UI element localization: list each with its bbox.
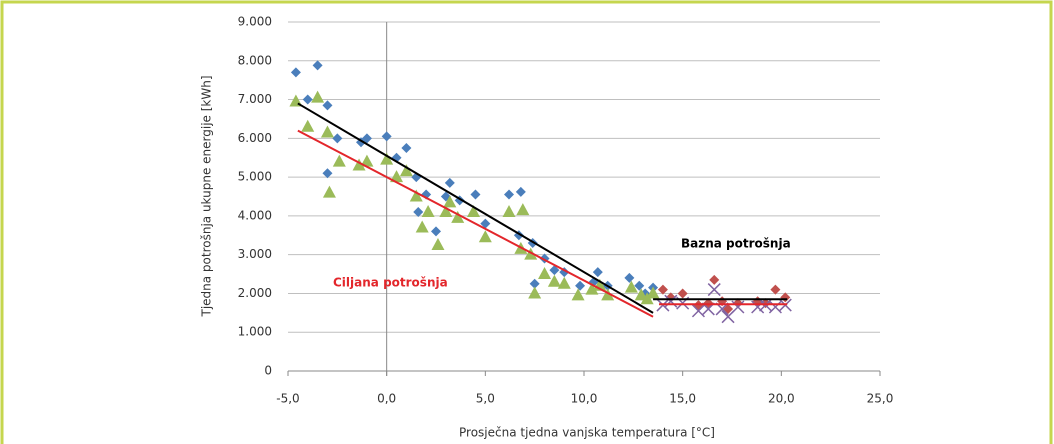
point: [290, 67, 301, 78]
y-tick-label: 6.000: [238, 131, 272, 145]
point: [439, 205, 453, 218]
point: [431, 226, 441, 237]
trend-line: [297, 102, 654, 314]
point: [380, 152, 394, 165]
point: [415, 220, 429, 233]
point: [504, 189, 515, 200]
point: [731, 300, 745, 314]
point: [451, 210, 465, 223]
point: [302, 94, 313, 105]
y-tick-label: 1.000: [238, 325, 272, 339]
y-tick-label: 7.000: [238, 92, 272, 106]
point: [515, 186, 526, 197]
point: [624, 272, 635, 283]
y-tick-label: 2.000: [238, 286, 272, 300]
point: [381, 131, 392, 142]
point: [502, 205, 516, 218]
point: [390, 170, 404, 183]
point: [478, 230, 492, 243]
point: [634, 280, 645, 291]
point: [601, 288, 615, 301]
x-tick-label: -5,0: [276, 392, 299, 406]
x-tick-label: 20,0: [768, 392, 795, 406]
point: [322, 168, 333, 179]
point: [538, 267, 552, 280]
point: [528, 286, 542, 299]
point: [399, 164, 413, 177]
point: [585, 282, 599, 295]
point: [516, 203, 530, 216]
x-tick-label: 10,0: [571, 392, 598, 406]
point: [677, 288, 688, 299]
point: [332, 154, 346, 167]
point: [657, 284, 668, 295]
annotation: Bazna potrošnja: [681, 237, 791, 251]
point: [557, 276, 571, 289]
y-axis-label: Tjedna potrošnja ukupne energije [kWh]: [200, 75, 214, 317]
point: [431, 237, 445, 250]
point: [592, 267, 603, 278]
point: [624, 280, 638, 293]
point: [547, 274, 561, 287]
x-axis-label: Prosječna tjedna vanjska temperatura [°C…: [459, 426, 715, 440]
point: [770, 284, 781, 295]
point: [332, 133, 343, 144]
annotation: Ciljana potrošnja: [333, 276, 448, 290]
point: [646, 286, 660, 299]
x-tick-label: 25,0: [867, 392, 894, 406]
y-tick-label: 8.000: [238, 53, 272, 67]
point: [480, 218, 491, 229]
point: [707, 283, 721, 297]
x-tick-label: 0,0: [377, 392, 396, 406]
y-tick-label: 4.000: [238, 208, 272, 222]
point: [409, 189, 423, 202]
point: [352, 158, 366, 171]
y-tick-label: 5.000: [238, 170, 272, 184]
trend-line: [297, 129, 654, 318]
point: [751, 300, 765, 314]
point: [312, 60, 323, 71]
y-tick-label: 0: [264, 364, 272, 378]
point: [529, 278, 540, 289]
point: [311, 90, 325, 103]
point: [444, 177, 455, 188]
x-tick-label: 15,0: [669, 392, 696, 406]
point: [320, 125, 334, 138]
point: [360, 154, 374, 167]
y-tick-label: 3.000: [238, 247, 272, 261]
point: [470, 189, 481, 200]
point: [443, 195, 457, 208]
point: [466, 205, 480, 218]
point: [322, 100, 333, 111]
point: [301, 119, 315, 132]
point: [421, 205, 435, 218]
point: [549, 265, 560, 276]
point: [709, 274, 720, 285]
y-tick-label: 9.000: [238, 15, 272, 29]
point: [575, 280, 586, 291]
point: [401, 143, 412, 154]
point: [361, 133, 372, 144]
x-tick-label: 5,0: [476, 392, 495, 406]
point: [322, 185, 336, 198]
point: [413, 207, 424, 218]
point: [571, 288, 585, 301]
point: [732, 298, 743, 309]
